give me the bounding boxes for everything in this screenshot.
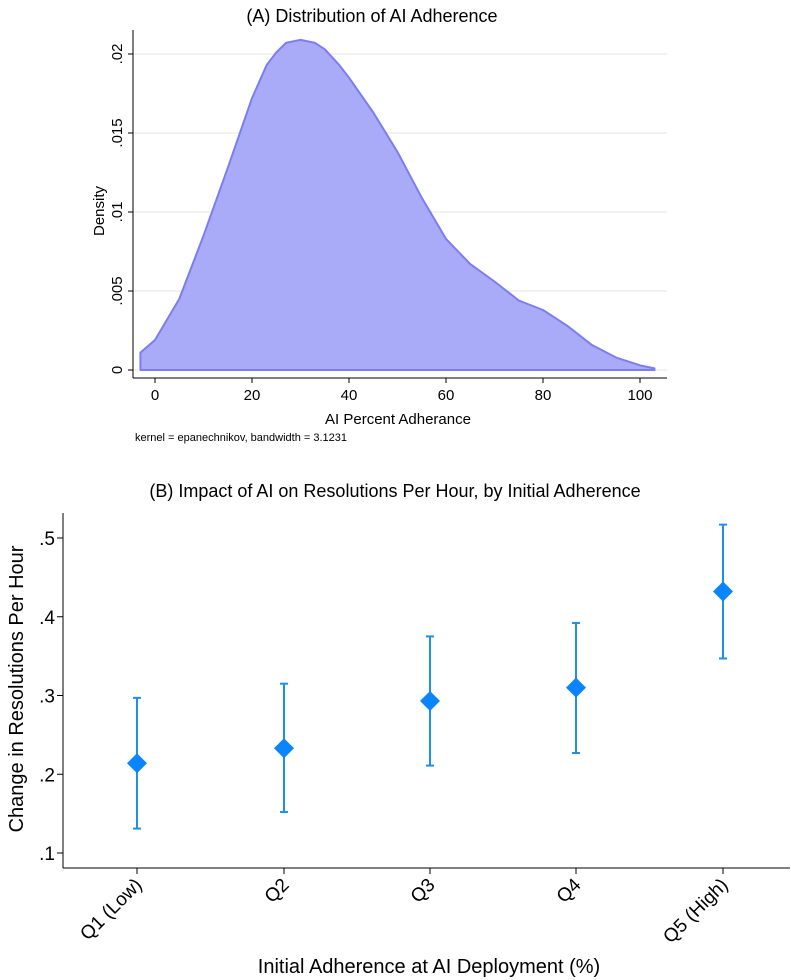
- panel-a-y-tick-label: 0: [109, 366, 126, 374]
- panel-b-y-ticks: .1 .2 .3 .4 .5: [39, 529, 63, 865]
- panel-a-x-tick-label: 0: [151, 387, 159, 404]
- panel-a-density-area: [139, 38, 656, 371]
- panel-a-kernel-note: kernel = epanechnikov, bandwidth = 3.123…: [135, 432, 347, 444]
- panel-a-x-ticks: 0 20 40 60 80 100: [151, 378, 653, 404]
- panel-b-x-axis-label: Initial Adherence at AI Deployment (%): [258, 956, 600, 978]
- panel-a-y-axis-label: Density: [91, 185, 108, 236]
- panel-a-x-tick-label: 100: [627, 387, 652, 404]
- panel-b-x-tick-label: Q5 (High): [659, 875, 732, 948]
- panel-a-x-tick-label: 40: [341, 387, 358, 404]
- panel-b-y-tick-label: .2: [39, 765, 55, 786]
- panel-a-y-ticks: 0 .005 .01 .015 .02: [109, 44, 133, 374]
- panel-b-y-tick-label: .3: [39, 687, 55, 708]
- panel-a-x-tick-label: 20: [244, 387, 261, 404]
- panel-b-point-estimate: [713, 581, 733, 602]
- panel-a-title: (A) Distribution of AI Adherence: [246, 6, 497, 26]
- panel-a-x-tick-label: 60: [438, 387, 455, 404]
- panel-b-point-estimate: [566, 677, 586, 698]
- panel-a-x-tick-label: 80: [535, 387, 552, 404]
- panel-a-x-axis-label: AI Percent Adherance: [325, 411, 471, 428]
- panel-b-title: (B) Impact of AI on Resolutions Per Hour…: [149, 481, 640, 501]
- panel-a-y-tick-label: .015: [109, 118, 126, 147]
- panel-b-y-axis-label: Change in Resolutions Per Hour: [6, 545, 28, 832]
- panel-b-point-estimate: [127, 753, 147, 774]
- panel-b-x-ticks: Q1 (Low) Q2 Q3 Q4 Q5 (High): [76, 868, 733, 948]
- panel-a-y-tick-label: .02: [109, 44, 126, 65]
- panel-b-y-tick-label: .5: [39, 529, 55, 550]
- panel-b-x-tick-label: Q3: [407, 875, 440, 908]
- panel-b-point-estimate: [420, 691, 440, 712]
- panel-b-y-tick-label: .4: [39, 608, 55, 629]
- panel-b-estimates: [127, 523, 733, 830]
- panel-b-x-tick-label: Q2: [261, 875, 294, 908]
- panel-a-y-tick-label: .01: [109, 202, 126, 223]
- panel-a-y-tick-label: .005: [109, 276, 126, 305]
- panel-b-x-tick-label: Q1 (Low): [76, 875, 146, 945]
- panel-b-x-tick-label: Q4: [553, 874, 586, 907]
- panel-b-y-tick-label: .1: [39, 844, 55, 865]
- panel-b-point-estimate: [274, 738, 294, 759]
